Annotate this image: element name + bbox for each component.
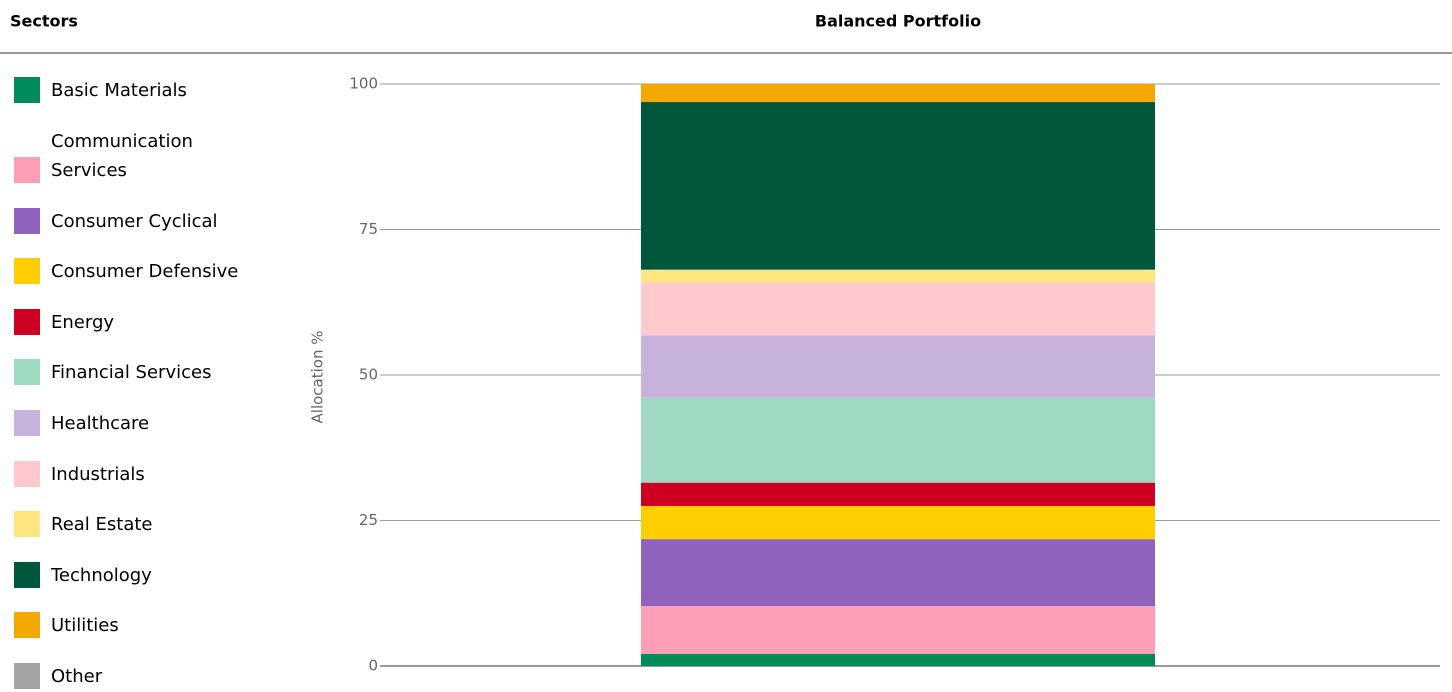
legend-item: Technology — [14, 559, 152, 588]
y-tick-label: 100 — [349, 75, 378, 93]
legend-label: Consumer Cyclical — [51, 210, 218, 232]
legend-swatch — [14, 663, 40, 689]
legend-swatch — [14, 359, 40, 386]
legend-item: Consumer Cyclical — [14, 205, 218, 234]
legend-item: Energy — [14, 306, 114, 335]
bar-segment — [641, 335, 1155, 398]
legend-item: Industrials — [14, 458, 145, 487]
legend-item: Real Estate — [14, 508, 153, 538]
legend-label: Real Estate — [51, 514, 153, 536]
y-tick-label: 25 — [359, 511, 378, 529]
legend-swatch — [14, 207, 40, 234]
legend-swatch — [14, 612, 40, 639]
legend-label: Communication Services — [51, 131, 193, 181]
legend-item: Consumer Defensive — [14, 255, 239, 285]
y-tick-label: 75 — [359, 220, 378, 238]
bar-segment — [641, 102, 1155, 270]
legend-item: Communication Services — [14, 125, 263, 183]
legend-label: Financial Services — [51, 362, 212, 384]
legend-label: Other — [51, 666, 103, 687]
legend-title: Sectors — [10, 12, 78, 31]
legend-item: Basic Materials — [14, 74, 187, 103]
legend-item: Utilities — [14, 609, 119, 639]
legend-label: Basic Materials — [51, 80, 187, 101]
bar-segment — [641, 269, 1155, 283]
legend-label: Consumer Defensive — [51, 261, 239, 283]
legend-swatch — [14, 308, 40, 335]
column-title: Balanced Portfolio — [815, 12, 981, 31]
legend-swatch — [14, 460, 40, 487]
bar-segment — [641, 505, 1155, 540]
bar-segment — [641, 653, 1155, 666]
bar-segment — [641, 282, 1155, 336]
y-axis-label: Allocation % — [309, 331, 327, 424]
legend-label: Energy — [51, 311, 115, 333]
legend-item: Financial Services — [14, 356, 212, 386]
legend-swatch — [14, 410, 40, 436]
legend-swatch — [14, 77, 40, 103]
legend-label: Utilities — [51, 615, 119, 637]
bar-segment — [641, 539, 1155, 607]
legend-swatch — [14, 258, 40, 285]
legend-item: Other — [14, 660, 102, 689]
legend-item: Healthcare — [14, 407, 149, 436]
legend-label: Industrials — [51, 463, 145, 485]
legend-label: Technology — [51, 564, 152, 586]
bar-segment — [641, 397, 1155, 483]
bar-segment — [641, 482, 1155, 506]
legend-swatch — [14, 561, 40, 588]
y-tick-label: 0 — [368, 657, 378, 675]
bar-segment — [641, 84, 1155, 103]
bar-segment — [641, 606, 1155, 654]
y-tick-label: 50 — [359, 366, 378, 384]
legend-swatch — [14, 157, 40, 183]
legend-label: Healthcare — [51, 413, 150, 434]
legend-swatch — [14, 511, 40, 538]
